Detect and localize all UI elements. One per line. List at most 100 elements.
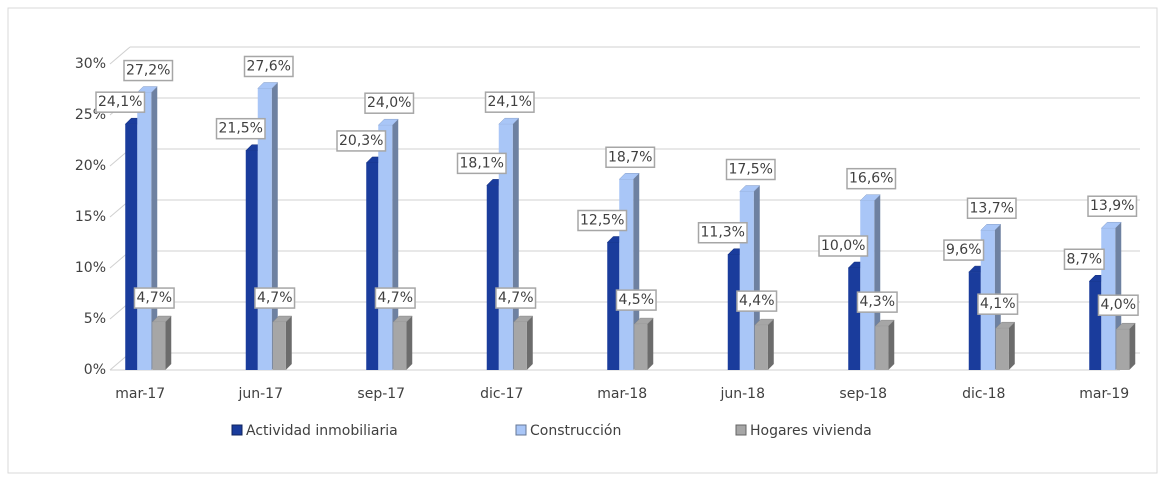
- legend-label: Hogares vivienda: [750, 423, 872, 439]
- value-label-box: [736, 290, 778, 312]
- value-label-box: [123, 59, 174, 82]
- x-tick-label: dic-17: [480, 386, 523, 402]
- grid-line-depth: [109, 46, 131, 65]
- value-label: 4,7%: [136, 290, 172, 306]
- value-label-box: [484, 91, 535, 113]
- value-label-group: 27,6%: [243, 55, 294, 78]
- legend-label: Construcción: [530, 423, 621, 439]
- value-label-group: 24,1%: [95, 91, 146, 113]
- bar: [125, 124, 138, 371]
- value-label-box: [943, 239, 985, 261]
- value-label-box: [243, 55, 294, 78]
- value-label-group: 4,4%: [736, 290, 778, 312]
- value-label: 13,9%: [1090, 198, 1134, 214]
- bar: [245, 150, 258, 370]
- bar: [486, 185, 499, 370]
- bar: [860, 200, 875, 370]
- x-tick-label: dic-18: [962, 386, 1005, 402]
- bar: [739, 191, 754, 370]
- value-label-group: 4,3%: [856, 291, 898, 313]
- value-label-group: 8,7%: [1063, 248, 1105, 271]
- value-label-group: 12,5%: [577, 209, 628, 232]
- value-label-group: 18,1%: [456, 152, 507, 175]
- legend-label: Actividad inmobiliaria: [246, 423, 398, 439]
- value-label: 4,0%: [1100, 297, 1136, 313]
- y-tick-label: 30%: [75, 56, 106, 72]
- x-tick-label: sep-18: [839, 386, 887, 402]
- x-tick-label: mar-18: [597, 386, 647, 402]
- value-label-group: 20,3%: [336, 130, 387, 152]
- value-label-group: 13,9%: [1087, 195, 1138, 217]
- y-tick-label: 5%: [84, 311, 106, 327]
- value-label-box: [374, 287, 416, 309]
- value-label-group: 24,0%: [364, 92, 415, 114]
- bar-side: [767, 319, 774, 370]
- bar-side: [406, 316, 413, 370]
- value-label: 27,2%: [126, 63, 170, 79]
- bar: [272, 322, 286, 370]
- value-label: 21,5%: [219, 121, 263, 137]
- value-label-group: 4,5%: [615, 289, 657, 311]
- bar-side: [526, 316, 533, 370]
- value-label: 4,3%: [859, 294, 895, 310]
- value-label: 24,1%: [488, 94, 532, 110]
- bar-side: [888, 320, 895, 370]
- bar: [875, 326, 889, 370]
- y-tick-label: 20%: [75, 158, 106, 174]
- value-label: 13,7%: [970, 200, 1014, 216]
- bar-side: [647, 318, 654, 370]
- value-label-box: [133, 287, 175, 309]
- bar: [619, 179, 634, 370]
- bar: [848, 268, 861, 370]
- value-label-box: [1097, 294, 1139, 316]
- value-label: 4,7%: [377, 290, 413, 306]
- bar: [366, 162, 379, 370]
- value-label-group: 10,0%: [818, 235, 869, 257]
- bar: [137, 92, 152, 370]
- bar: [1116, 329, 1130, 370]
- value-label-box: [95, 91, 146, 113]
- value-label: 24,0%: [367, 95, 411, 111]
- value-label-group: 4,0%: [1097, 294, 1139, 316]
- bar: [968, 272, 981, 370]
- value-label: 10,0%: [821, 238, 865, 254]
- value-label-group: 13,7%: [966, 197, 1017, 220]
- legend-swatch: [515, 424, 527, 436]
- value-label-group: 17,5%: [725, 158, 776, 181]
- value-label-group: 4,1%: [977, 293, 1019, 315]
- value-label: 12,5%: [580, 213, 624, 229]
- y-tick-label: 0%: [84, 362, 106, 378]
- value-label: 9,6%: [946, 242, 982, 258]
- value-label-group: 4,7%: [254, 287, 296, 309]
- x-tick-label: mar-17: [115, 386, 165, 402]
- value-label-group: 4,7%: [495, 287, 537, 309]
- value-label-group: 11,3%: [697, 221, 748, 244]
- value-label-group: 4,7%: [133, 287, 175, 309]
- value-label: 18,1%: [460, 155, 504, 171]
- value-label-box: [966, 197, 1017, 220]
- value-label-box: [697, 221, 748, 244]
- value-label: 4,7%: [257, 290, 293, 306]
- value-label-group: 18,7%: [605, 146, 656, 169]
- value-label: 11,3%: [701, 225, 745, 241]
- value-label-box: [977, 293, 1019, 315]
- value-label-group: 27,2%: [123, 59, 174, 82]
- bar: [727, 254, 740, 370]
- bar: [995, 328, 1009, 370]
- value-label-box: [336, 130, 387, 152]
- bar: [513, 322, 527, 370]
- value-label-group: 21,5%: [215, 117, 266, 140]
- x-tick-label: jun-18: [719, 386, 765, 402]
- value-label: 4,5%: [618, 292, 654, 308]
- value-label-box: [254, 287, 296, 309]
- value-label-box: [495, 287, 537, 309]
- value-label-box: [1063, 248, 1105, 271]
- legend-swatch: [231, 424, 243, 436]
- value-label-group: 16,6%: [846, 167, 897, 190]
- value-label-box: [846, 167, 897, 190]
- bar: [607, 242, 620, 370]
- value-label: 16,6%: [849, 171, 893, 187]
- value-label-box: [856, 291, 898, 313]
- value-label: 24,1%: [98, 94, 142, 110]
- value-label-box: [215, 117, 266, 140]
